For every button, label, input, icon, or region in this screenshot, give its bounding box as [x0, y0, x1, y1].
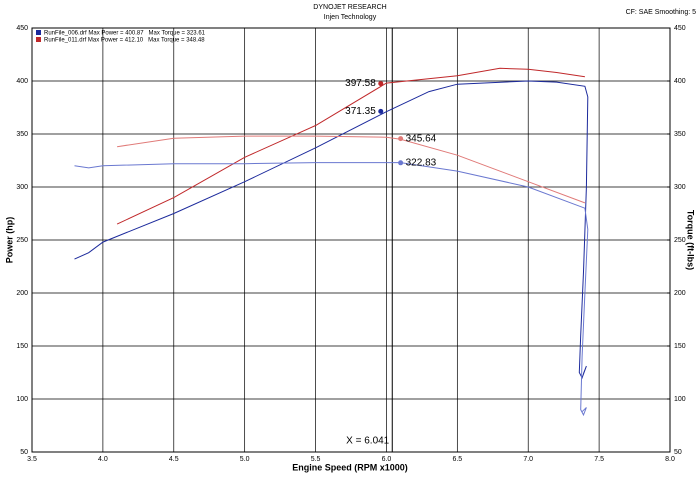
legend-swatch [36, 37, 41, 42]
y-tick-label: 200 [16, 290, 28, 297]
series-line [116, 67, 585, 225]
marker-label: 345.64 [406, 133, 437, 144]
legend-swatch [36, 30, 41, 35]
legend-label: RunFile_006.drf Max Power = 400.87 Max T… [44, 31, 206, 37]
series-line [74, 162, 589, 417]
marker-label: 322.83 [406, 157, 437, 168]
x-tick-label: 8.0 [665, 456, 675, 463]
chart-subtitle: Injen Technology [324, 14, 377, 21]
y2-tick-label: 250 [674, 237, 686, 244]
legend-label: RunFile_011.drf Max Power = 412.10 Max T… [44, 38, 205, 44]
corner-note: CF: SAE Smoothing: 5 [626, 9, 697, 16]
y2-tick-label: 100 [674, 396, 686, 403]
x-axis-title: Engine Speed (RPM x1000) [292, 462, 408, 472]
series-line [117, 135, 586, 204]
y2-tick-label: 200 [674, 290, 686, 297]
marker [378, 81, 384, 87]
x-tick-label: 5.5 [311, 456, 321, 463]
x-tick-label: 7.0 [523, 456, 533, 463]
y-axis-title: Power (hp) [4, 217, 14, 264]
y-tick-label: 300 [16, 184, 28, 191]
x-tick-label: 6.0 [382, 456, 392, 463]
marker [378, 108, 384, 114]
y2-axis-title: Torque (ft-lbs) [686, 210, 696, 270]
marker [398, 160, 404, 166]
y-tick-label: 350 [16, 131, 28, 138]
x-tick-label: 6.5 [452, 456, 462, 463]
x-tick-label: 3.5 [27, 456, 37, 463]
x-tick-label: 7.5 [594, 456, 604, 463]
cursor-label: X = 6.041 [346, 436, 390, 447]
marker-label: 397.58 [345, 78, 376, 89]
chart-title: DYNOJET RESEARCH [313, 4, 386, 11]
y2-tick-label: 300 [674, 184, 686, 191]
y2-tick-label: 150 [674, 343, 686, 350]
y2-tick-label: 400 [674, 78, 686, 85]
x-tick-label: 4.0 [98, 456, 108, 463]
series-line [74, 80, 589, 380]
marker-label: 371.35 [345, 106, 376, 117]
y-tick-label: 50 [20, 449, 28, 456]
x-tick-label: 5.0 [240, 456, 250, 463]
y2-tick-label: 50 [674, 449, 682, 456]
y2-tick-label: 450 [674, 25, 686, 32]
y2-tick-label: 350 [674, 131, 686, 138]
y-tick-label: 450 [16, 25, 28, 32]
y-tick-label: 100 [16, 396, 28, 403]
x-tick-label: 4.5 [169, 456, 179, 463]
y-tick-label: 400 [16, 78, 28, 85]
marker [398, 136, 404, 142]
y-tick-label: 250 [16, 237, 28, 244]
y-tick-label: 150 [16, 343, 28, 350]
